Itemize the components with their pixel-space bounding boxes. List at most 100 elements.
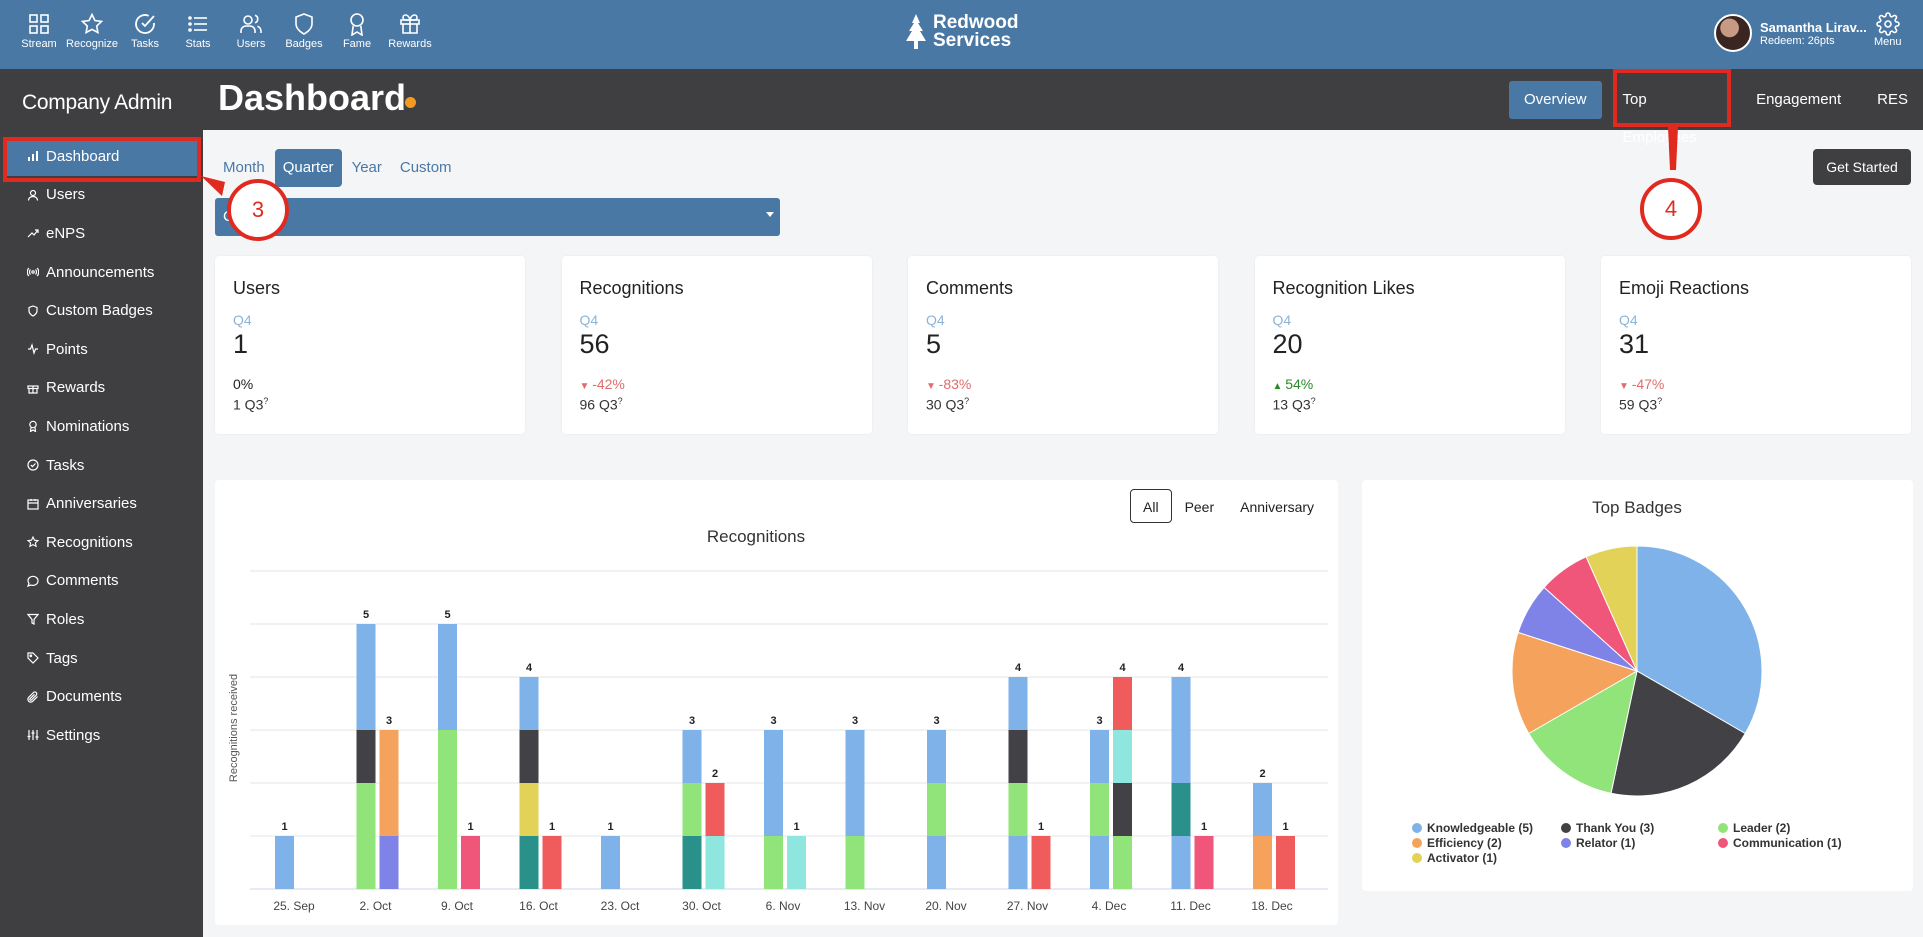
menu-button[interactable]: Menu [1874,12,1902,48]
help-icon[interactable]: ? [263,396,269,406]
bar-segment [356,624,376,677]
card-title: Comments [926,278,1014,298]
bar-segment [1031,836,1051,889]
x-tick-label: 18. Dec [1251,899,1292,913]
filter-icon [26,612,40,626]
legend-swatch [1412,823,1422,833]
nav-recognize[interactable]: Recognize [66,12,118,50]
sidebar-item-custom-badges[interactable]: Custom Badges [0,291,203,330]
period-select[interactable]: C [215,198,780,236]
callout-4: 4 [1640,178,1702,240]
x-tick-label: 20. Nov [925,899,966,913]
legend-label[interactable]: Thank You (3) [1576,821,1654,835]
sidebar-item-rewards[interactable]: Rewards [0,369,203,408]
bar-segment [1090,730,1109,783]
legend-label[interactable]: Activator (1) [1427,851,1497,865]
card-period: Q4 [1619,312,1638,328]
card-change: ▼ -47% [1619,376,1664,392]
page-title: Dashboard [218,77,407,118]
period-tab-month[interactable]: Month [223,159,265,176]
data-label: 1 [549,821,555,833]
sidebar-item-tasks[interactable]: Tasks [0,446,203,485]
bar-segment [438,730,457,783]
award-icon [26,419,40,433]
filter-anniversary-button[interactable]: Anniversary [1240,499,1315,515]
nav-tasks[interactable]: Tasks [120,12,170,50]
help-icon[interactable]: ? [617,396,623,406]
tab-overview[interactable]: Overview [1509,81,1602,119]
sidebar-item-anniversaries[interactable]: Anniversaries [0,484,203,523]
get-started-button[interactable]: Get Started [1813,149,1911,185]
nav-fame[interactable]: Fame [332,12,382,50]
bar-segment [705,836,725,889]
card-previous-value: 13 Q3 [1272,396,1311,413]
data-label: 4 [1178,662,1185,674]
sidebar-item-label: Tasks [46,456,85,474]
help-icon[interactable]: ? [1310,396,1316,406]
card-title: Recognition Likes [1272,278,1415,298]
sidebar-item-announcements[interactable]: Announcements [0,253,203,292]
sidebar-item-tags[interactable]: Tags [0,639,203,678]
legend-label[interactable]: Relator (1) [1576,836,1635,850]
avatar[interactable] [1714,14,1752,52]
stat-card: Users Q4 1 0% 1 Q3? [215,256,525,434]
sidebar-item-points[interactable]: Points [0,330,203,369]
sidebar-item-dashboard[interactable]: Dashboard [4,137,199,176]
card-period: Q4 [233,312,252,328]
card-change-value: 54% [1285,376,1314,392]
bar-segment [1008,730,1028,783]
sidebar-item-roles[interactable]: Roles [0,600,203,639]
sidebar-item-users[interactable]: Users [0,176,203,215]
nav-rewards[interactable]: Rewards [385,12,435,50]
data-label: 5 [363,609,369,621]
legend-label[interactable]: Efficiency (2) [1427,836,1502,850]
bar-segment [764,730,783,783]
legend-swatch [1412,838,1422,848]
bar-segment [1090,783,1109,836]
help-icon[interactable]: ? [964,396,970,406]
period-tab-custom[interactable]: Custom [399,159,452,176]
nav-badges[interactable]: Badges [279,12,329,50]
brand-logo[interactable]: Redwood Services [905,13,1019,50]
sidebar-item-label: Custom Badges [46,302,153,320]
sidebar-item-label: Roles [46,610,85,628]
sidebar-item-settings[interactable]: Settings [0,716,203,755]
sidebar-item-nominations[interactable]: Nominations [0,407,203,446]
highlight-dashboard [3,137,201,182]
x-tick-label: 27. Nov [1007,899,1048,913]
period-tab-year[interactable]: Year [351,159,382,176]
sidebar-item-enps[interactable]: eNPS [0,214,203,253]
tab-res[interactable]: RES [1877,91,1908,108]
x-tick-label: 25. Sep [273,899,315,913]
sidebar-item-label: Points [46,340,88,358]
star-icon [80,12,104,34]
sidebar-item-label: Recognitions [46,533,133,551]
filter-peer-button[interactable]: Peer [1184,499,1215,515]
help-icon[interactable]: ? [1657,396,1663,406]
nav-stream[interactable]: Stream [14,12,64,50]
shield-icon [295,13,313,35]
bar-segment [845,730,865,783]
card-previous-value: 96 Q3 [579,396,618,413]
nav-stats[interactable]: Stats [173,12,223,50]
bar-segment [682,783,702,836]
x-tick-label: 23. Oct [601,899,640,913]
bar-segment [519,783,539,836]
card-title: Recognitions [579,278,684,298]
user-profile[interactable]: Samantha Lirav... Redeem: 26pts [1714,14,1867,52]
legend-label[interactable]: Leader (2) [1733,821,1790,835]
page-header: Dashboard Overview Top Employees Engagem… [203,69,1923,146]
bar-segment [438,624,457,677]
sidebar-item-documents[interactable]: Documents [0,677,203,716]
bar-segment [275,836,294,889]
period-tab-quarter[interactable]: Quarter [274,149,342,187]
x-tick-label: 30. Oct [682,899,721,913]
nav-users[interactable]: Users [226,12,276,50]
tab-engagement[interactable]: Engagement [1756,91,1842,108]
filter-all-button[interactable]: All [1130,489,1172,523]
legend-label[interactable]: Communication (1) [1733,836,1842,850]
sidebar-item-comments[interactable]: Comments [0,562,203,601]
legend-label[interactable]: Knowledgeable (5) [1427,821,1533,835]
tab-top-employees[interactable]: Top Employees [1622,91,1697,146]
sidebar-item-recognitions[interactable]: Recognitions [0,523,203,562]
